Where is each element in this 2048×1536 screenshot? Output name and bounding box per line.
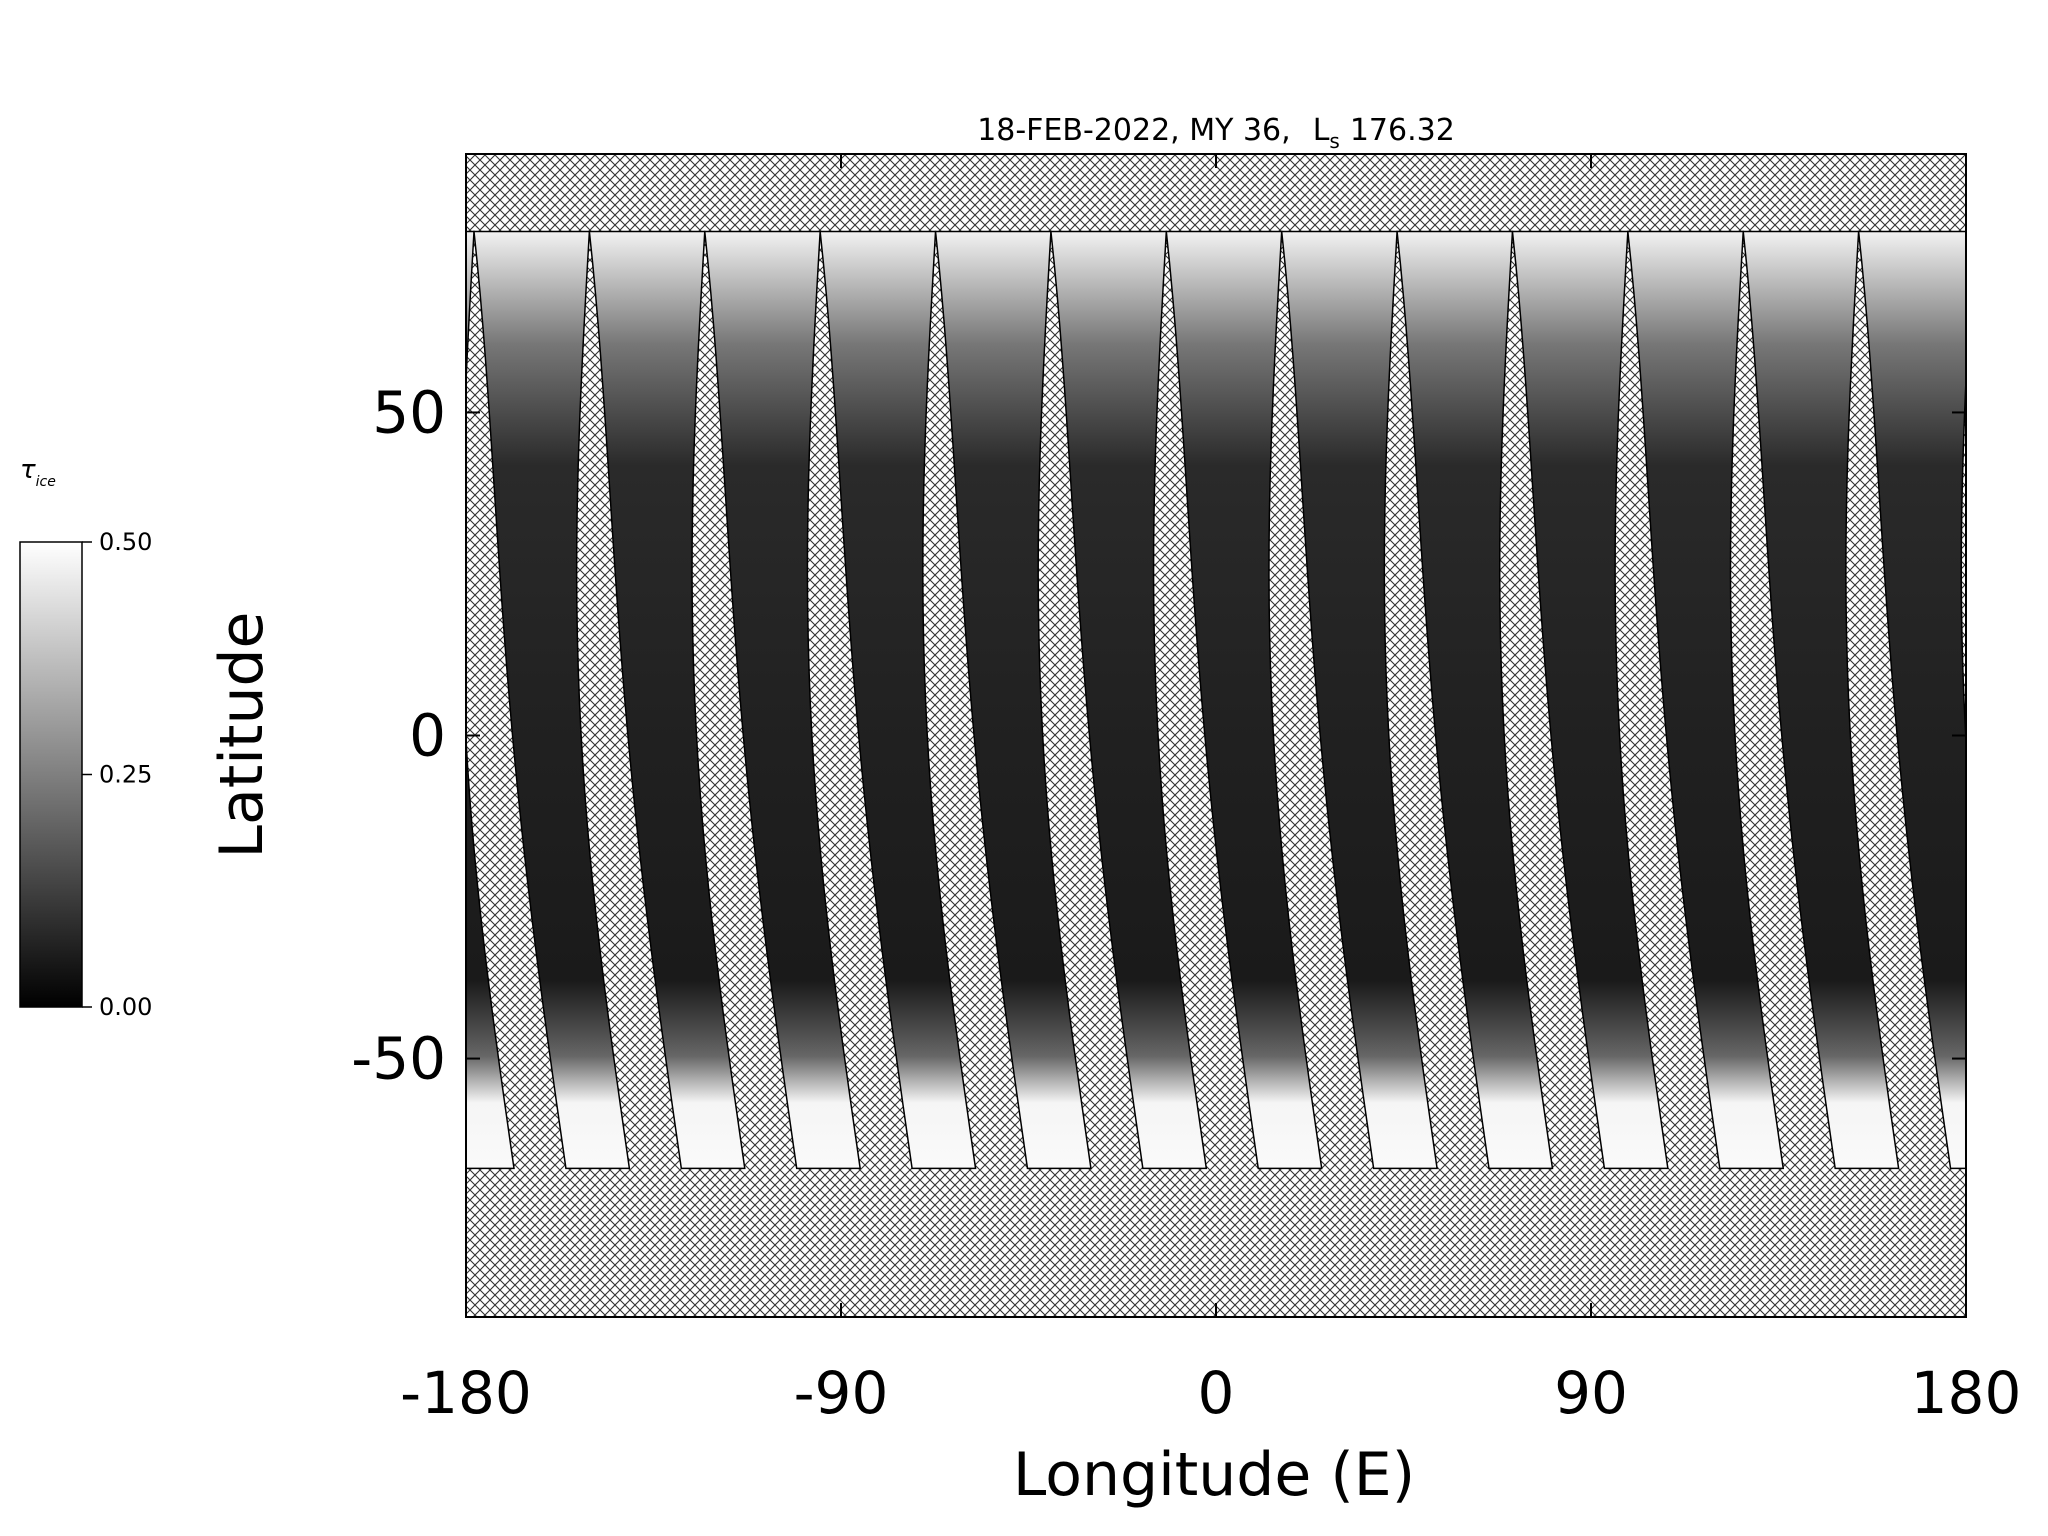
x-tick-label: 180 xyxy=(1911,1359,2022,1427)
swath xyxy=(1627,230,1785,1170)
swath xyxy=(934,230,1092,1170)
y-tick-label: 50 xyxy=(372,378,446,446)
title-date: 18-FEB-2022, MY 36, xyxy=(977,113,1291,148)
swath xyxy=(819,230,977,1170)
swath xyxy=(703,230,862,1170)
swath xyxy=(1165,230,1323,1170)
x-tick-label: 90 xyxy=(1554,1359,1628,1427)
x-tick-label: -180 xyxy=(400,1359,532,1427)
swath xyxy=(473,230,631,1170)
swath xyxy=(1974,232,2048,1169)
colorbar xyxy=(19,541,83,1008)
title-ls-symbol: L xyxy=(1313,113,1330,148)
colorbar-tick-label: 0.00 xyxy=(99,993,152,1021)
title-ls-value: 176.32 xyxy=(1350,113,1455,148)
swath xyxy=(1396,230,1554,1170)
swath xyxy=(1280,230,1438,1170)
swath xyxy=(1742,230,1900,1170)
swath xyxy=(588,230,746,1170)
swath xyxy=(1857,230,1966,1170)
y-tick-label: -50 xyxy=(351,1025,446,1093)
colorbar-tick-label: 0.25 xyxy=(99,761,152,789)
swath-layer xyxy=(466,230,2048,1170)
colorbar-label: τice xyxy=(20,455,56,490)
title-ls-subscript: s xyxy=(1329,129,1339,153)
swath xyxy=(466,230,515,1170)
y-tick-label: 0 xyxy=(409,702,446,770)
x-axis-label: Longitude (E) xyxy=(1013,1440,1415,1510)
colorbar-tick-label: 0.50 xyxy=(99,528,152,556)
swath xyxy=(1050,230,1208,1170)
x-tick-label: 0 xyxy=(1198,1359,1235,1427)
swath xyxy=(1511,230,1669,1170)
y-axis-label: Latitude xyxy=(207,612,277,859)
colorbar-symbol: τ xyxy=(20,455,36,485)
x-tick-label: -90 xyxy=(794,1359,889,1427)
chart-title: 18-FEB-2022, MY 36, Ls 176.32 xyxy=(977,113,1455,153)
colorbar-subscript: ice xyxy=(36,474,56,490)
